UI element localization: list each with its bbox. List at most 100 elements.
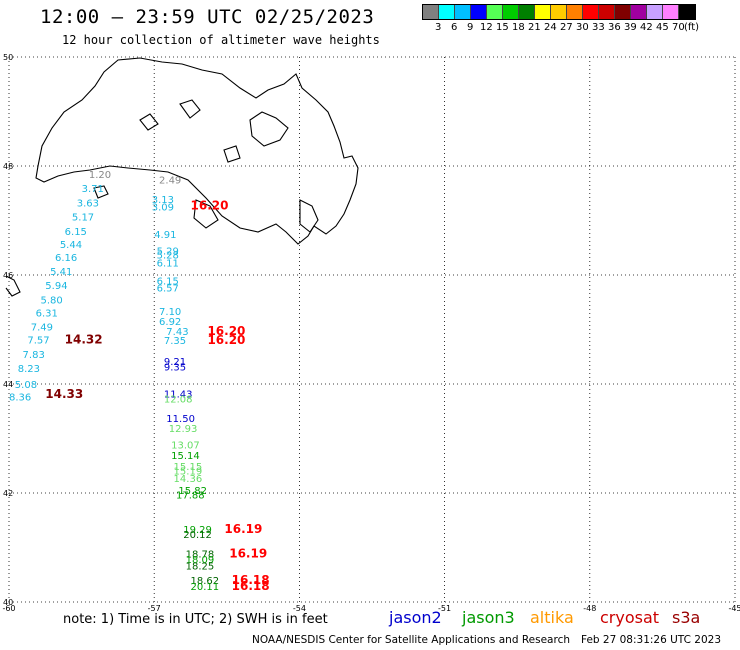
legend-tick-label: 27 [560,22,573,33]
wave-height-label: 11.43 [164,390,193,401]
mission-s3a: s3a [672,608,701,627]
legend-tick-label: 70 [672,22,685,33]
coastline [5,57,359,297]
wave-height-label: 4.91 [154,230,176,241]
wave-height-label: 18.25 [186,561,215,572]
legend-ticks: 3 6 9 12 15 18 21 24 27 30 33 36 39 42 45 70 (ft) [422,20,700,34]
wave-height-label: 8.36 [9,392,31,403]
wave-height-label: 1.20 [89,170,111,181]
legend-tick-label: 12 [480,22,493,33]
wave-height-label: 3.63 [77,198,99,209]
mission-cryosat: cryosat [600,608,660,627]
wave-height-label: 16.19 [224,522,262,536]
legend-swatch [439,5,455,19]
wave-height-label: 6.15 [157,276,179,287]
wave-height-label: 18.09 [186,555,215,566]
map-subtitle: 12 hour collection of altimeter wave hei… [62,33,380,47]
legend-swatch [503,5,519,19]
legend-tick-label: 42 [640,22,653,33]
wave-height-label: 16.19 [229,546,267,560]
wave-height-label: 16.20 [191,199,229,213]
wave-height-label: 11.50 [166,414,195,425]
wave-height-label: 9.35 [164,362,186,373]
wave-height-label: 20.11 [191,582,220,593]
wave-height-label: 14.32 [65,333,103,347]
wave-height-label: 15.19 [174,466,203,477]
axis-labels: 50 48 46 44 42 40-60 -57 -54 -51 -48 -45 [2,53,740,613]
wave-height-label: 5.41 [50,267,72,278]
wave-height-label: 13.07 [171,440,200,451]
legend-swatch [519,5,535,19]
longitude-label: -51 [438,604,451,613]
legend-tick-label: 45 [656,22,669,33]
legend-swatch [535,5,551,19]
wave-height-label: 2.49 [159,175,181,186]
wave-height-label: 9.21 [164,357,186,368]
legend-tick-label: 24 [544,22,557,33]
wave-height-label: 7.49 [31,323,53,334]
longitude-label: -60 [2,604,15,613]
wave-height-label: 5.80 [40,295,62,306]
wave-height-label: 5.94 [45,281,67,292]
legend-swatch [455,5,471,19]
wave-height-label: 12.08 [164,395,193,406]
mission-jason3: jason3 [462,608,515,627]
legend-swatch [679,5,695,19]
wave-height-label: 16.20 [207,333,245,347]
legend-swatch [647,5,663,19]
wave-height-label: 6.16 [55,253,77,264]
wave-height-label: 5.08 [15,380,37,391]
wave-height-label: 8.23 [18,364,40,375]
wave-height-label: 16.20 [207,324,245,338]
latitude-label: 42 [3,489,13,498]
legend-swatch [615,5,631,19]
wave-height-label: 15.14 [171,451,200,462]
wave-height-label: 7.83 [23,350,45,361]
wave-height-label: 19.29 [183,525,212,536]
legend-swatch [567,5,583,19]
longitude-label: -48 [583,604,596,613]
legend-tick-label: 18 [512,22,525,33]
longitude-label: -57 [148,604,161,613]
legend-swatch [631,5,647,19]
wave-height-label: 20.12 [183,530,212,541]
wave-height-label: 6.57 [157,283,179,294]
legend-tick-label: 30 [576,22,589,33]
wave-height-label: 5.29 [157,246,179,257]
legend-tick-label: 21 [528,22,541,33]
wave-height-label: 7.57 [27,336,49,347]
footer-note: note: 1) Time is in UTC; 2) SWH is in fe… [63,612,328,627]
wave-height-label: 15.82 [178,486,207,497]
wave-height-label: 3.13 [152,195,174,206]
wave-height-label: 6.31 [36,308,58,319]
wave-height-label: 7.43 [166,327,188,338]
legend-swatch [551,5,567,19]
wave-height-label: 6.15 [65,227,87,238]
wave-height-label: 18.62 [191,576,220,587]
wave-height-label: 5.17 [72,213,94,224]
legend-tick-label: 36 [608,22,621,33]
wave-height-label: 16.18 [232,573,270,587]
legend-swatch [471,5,487,19]
mission-jason2: jason2 [389,608,442,627]
legend-tick-label: 39 [624,22,637,33]
legend-swatches [422,4,696,20]
legend-tick-label: 33 [592,22,605,33]
latitude-label: 40 [3,598,13,607]
legend-unit: (ft) [684,22,700,33]
legend-tick-label: 3 [435,22,442,33]
legend-swatch [663,5,679,19]
legend-tick-label: 9 [467,22,474,33]
legend-swatch [599,5,615,19]
legend-swatch [583,5,599,19]
legend-swatch [423,5,439,19]
longitude-label: -54 [293,604,306,613]
mission-altika: altika [530,608,574,627]
wave-height-label: 14.33 [45,387,83,401]
graticule [8,56,736,603]
generated-timestamp: Feb 27 08:31:26 UTC 2023 [581,634,721,646]
observation-labels: 1.20 3.71 3.63 5.17 6.15 5.44 6.16 5.41 5.94 5.80… [9,170,270,593]
wave-height-label: 5.28 [157,251,179,262]
wave-height-label: 18.78 [186,549,215,560]
